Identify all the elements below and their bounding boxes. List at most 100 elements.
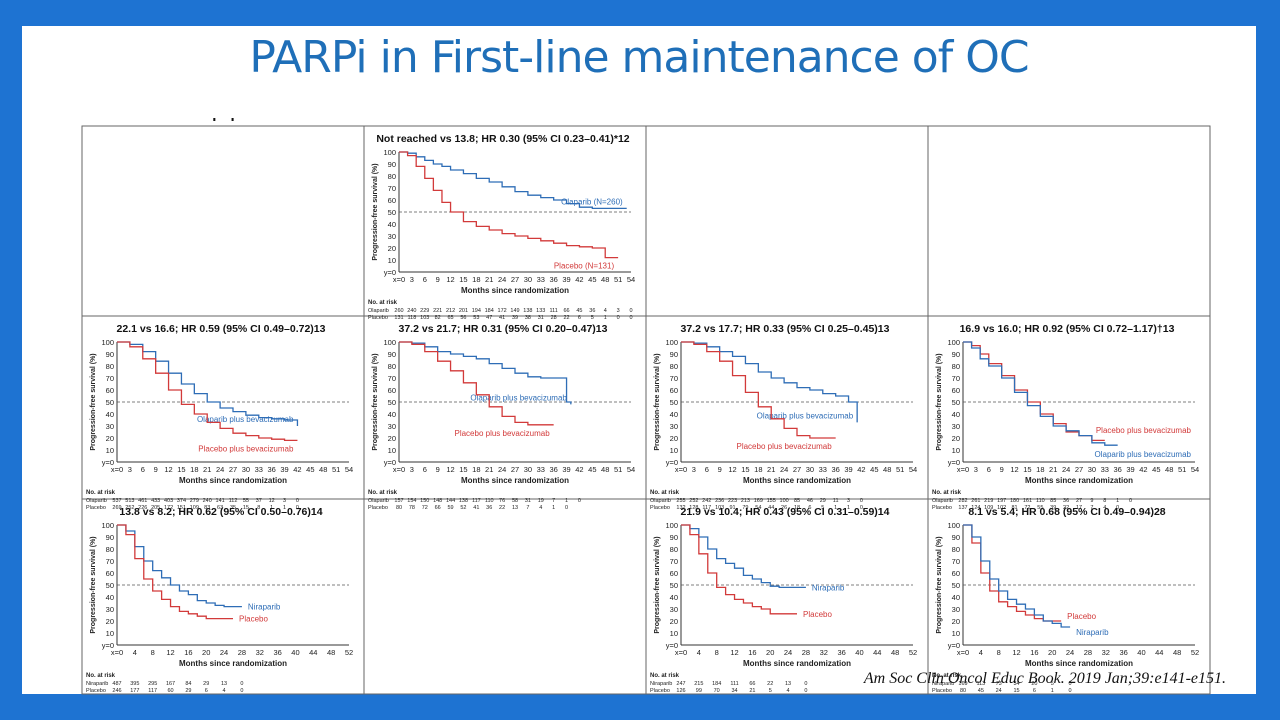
risk-value: 194 bbox=[472, 308, 481, 314]
x-tick-label: 52 bbox=[909, 648, 917, 657]
risk-value: 3 bbox=[283, 498, 286, 504]
y-tick-label: 100 bbox=[947, 521, 960, 530]
risk-value: 111 bbox=[549, 308, 557, 314]
risk-value: 81 bbox=[1011, 505, 1017, 511]
y-tick-label: 20 bbox=[106, 434, 114, 443]
km-curve-red bbox=[681, 524, 797, 615]
x-tick-label: 4 bbox=[133, 648, 137, 657]
x-tick-label: 24 bbox=[1066, 648, 1074, 657]
y-tick-label: 20 bbox=[670, 434, 678, 443]
y-axis-label: Progression-free survival (%) bbox=[372, 353, 379, 450]
risk-value: 1 bbox=[1051, 688, 1054, 694]
x-tick-label: x=0 bbox=[675, 465, 687, 474]
y-tick-label: 80 bbox=[388, 362, 396, 371]
risk-value: 0 bbox=[1069, 688, 1072, 694]
y-tick-label: 40 bbox=[670, 593, 678, 602]
y-tick-label: 100 bbox=[665, 521, 678, 530]
risk-value: 4 bbox=[604, 308, 607, 314]
x-tick-label: x=0 bbox=[957, 648, 969, 657]
risk-value: 47 bbox=[486, 315, 492, 321]
risk-value: 223 bbox=[728, 498, 737, 504]
curve-label: Niraparib bbox=[1076, 628, 1109, 637]
risk-value: 0 bbox=[804, 688, 807, 694]
y-tick-label: 70 bbox=[952, 374, 960, 383]
risk-value: 215 bbox=[694, 681, 703, 687]
risk-value: 236 bbox=[715, 498, 724, 504]
y-tick-label: 70 bbox=[952, 557, 960, 566]
x-tick-label: 36 bbox=[273, 648, 281, 657]
y-tick-label: 100 bbox=[383, 338, 396, 347]
x-tick-label: 6 bbox=[987, 465, 991, 474]
y-tick-label: 100 bbox=[101, 521, 114, 530]
risk-value: 6 bbox=[578, 315, 581, 321]
risk-arm-label: Niraparib bbox=[932, 681, 954, 687]
y-tick-label: 80 bbox=[388, 172, 396, 181]
x-tick-label: 24 bbox=[498, 465, 506, 474]
y-tick-label: 50 bbox=[670, 398, 678, 407]
km-curve-blue bbox=[117, 524, 242, 608]
km-curve-blue bbox=[117, 341, 299, 426]
no-at-risk-label: No. at risk bbox=[368, 490, 398, 496]
risk-value: 38 bbox=[525, 315, 531, 321]
risk-value: 169 bbox=[754, 498, 763, 504]
risk-value: 1 bbox=[552, 505, 555, 511]
y-tick-label: 60 bbox=[670, 386, 678, 395]
risk-arm-label: Niraparib bbox=[86, 681, 108, 687]
y-tick-label: 60 bbox=[388, 386, 396, 395]
x-tick-label: 3 bbox=[974, 465, 978, 474]
risk-value: 36 bbox=[1063, 498, 1069, 504]
panel-title: 16.9 vs 16.0; HR 0.92 (95% CI 0.72–1.17)… bbox=[960, 323, 1175, 335]
risk-value: 5 bbox=[591, 315, 594, 321]
x-tick-label: 44 bbox=[873, 648, 881, 657]
risk-value: 66 bbox=[435, 505, 441, 511]
y-tick-label: 70 bbox=[106, 374, 114, 383]
panel-title: 13.8 vs 8.2; HR 0.62 (95% CI 0.50–0.76)1… bbox=[119, 506, 322, 518]
y-tick-label: 40 bbox=[952, 593, 960, 602]
curve-label: Placebo plus bevacizumab bbox=[1096, 426, 1192, 435]
x-tick-label: 33 bbox=[537, 465, 545, 474]
curve-label: Olaparib (N=260) bbox=[561, 197, 623, 206]
x-tick-label: 3 bbox=[128, 465, 132, 474]
x-tick-label: 39 bbox=[280, 465, 288, 474]
x-tick-label: 18 bbox=[754, 465, 762, 474]
risk-value: 13 bbox=[221, 681, 227, 687]
curve-label: Olaparib plus bevacizumab bbox=[470, 393, 567, 402]
y-tick-label: 30 bbox=[952, 422, 960, 431]
risk-value: 6 bbox=[1033, 688, 1036, 694]
risk-value: 72 bbox=[1024, 505, 1030, 511]
risk-value: 22 bbox=[563, 315, 569, 321]
risk-value: 72 bbox=[422, 505, 428, 511]
y-tick-label: 10 bbox=[952, 446, 960, 455]
x-tick-label: 27 bbox=[793, 465, 801, 474]
x-tick-label: 45 bbox=[306, 465, 314, 474]
no-at-risk-label: No. at risk bbox=[86, 673, 116, 679]
panel-title: 8.1 vs 5.4; HR 0.68 (95% CI 0.49–0.94)28 bbox=[968, 506, 1165, 518]
y-tick-label: 90 bbox=[106, 533, 114, 542]
risk-value: 85 bbox=[794, 498, 800, 504]
risk-value: 161 bbox=[1023, 498, 1032, 504]
x-tick-label: 44 bbox=[1155, 648, 1163, 657]
slide: PARPi in First-line maintenance of OC Ov… bbox=[22, 26, 1256, 695]
y-tick-label: 70 bbox=[670, 374, 678, 383]
y-tick-label: 20 bbox=[670, 617, 678, 626]
risk-value: 80 bbox=[960, 688, 966, 694]
risk-value: 29 bbox=[185, 688, 191, 694]
no-at-risk-label: No. at risk bbox=[650, 673, 680, 679]
x-tick-label: 48 bbox=[1173, 648, 1181, 657]
x-tick-label: 24 bbox=[216, 465, 224, 474]
risk-value: 58 bbox=[512, 498, 518, 504]
risk-value: 124 bbox=[971, 505, 980, 511]
risk-value: 537 bbox=[112, 498, 121, 504]
x-tick-label: 16 bbox=[184, 648, 192, 657]
x-tick-label: 28 bbox=[1084, 648, 1092, 657]
x-tick-label: 39 bbox=[1126, 465, 1134, 474]
y-tick-label: 80 bbox=[670, 362, 678, 371]
km-figure-grid: Overall populationMutated BRCAHRDNo HRDS… bbox=[81, 118, 1211, 695]
no-at-risk-label: No. at risk bbox=[368, 300, 398, 306]
x-tick-label: 12 bbox=[166, 648, 174, 657]
x-tick-label: 48 bbox=[327, 648, 335, 657]
x-axis-label: Months since randomization bbox=[1025, 659, 1133, 668]
no-at-risk-label: No. at risk bbox=[932, 490, 962, 496]
risk-value: 34 bbox=[1013, 681, 1019, 687]
risk-value: 112 bbox=[229, 498, 238, 504]
